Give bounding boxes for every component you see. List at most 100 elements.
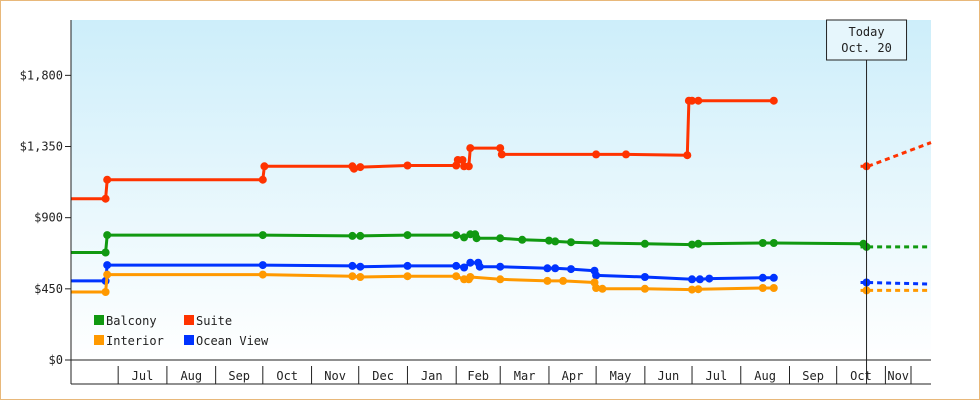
data-point-interior <box>466 273 475 281</box>
data-point-ocean-view <box>496 262 505 271</box>
data-point-ocean-view <box>348 261 357 270</box>
data-point-suite <box>694 96 703 105</box>
data-point-interior <box>688 285 696 294</box>
data-point-balcony <box>567 238 575 247</box>
x-tick-label: Nov <box>887 369 909 383</box>
data-point-ocean-view <box>460 263 469 272</box>
y-tick-label: $450 <box>34 282 63 296</box>
data-point-balcony <box>551 237 560 246</box>
data-point-balcony <box>101 248 110 257</box>
projection-line-suite <box>867 141 932 168</box>
data-point-ocean-view <box>103 261 112 270</box>
data-point-suite <box>622 150 630 159</box>
y-tick-label: $900 <box>34 211 63 225</box>
x-tick-label: Aug <box>754 369 776 383</box>
data-point-balcony <box>403 231 412 240</box>
data-point-interior <box>758 284 767 292</box>
x-tick-label: Jun <box>658 369 680 383</box>
data-point-ocean-view <box>705 274 714 283</box>
x-tick-label: Mar <box>514 369 536 383</box>
data-point-ocean-view <box>551 264 560 273</box>
legend-swatch-ocean-view <box>184 335 194 345</box>
legend-label-interior: Interior <box>106 334 164 348</box>
data-point-balcony <box>460 233 469 242</box>
data-point-ocean-view <box>567 265 575 274</box>
data-point-balcony <box>518 235 527 244</box>
data-point-interior <box>356 273 365 281</box>
data-point-ocean-view <box>452 261 461 270</box>
data-point-ocean-view <box>758 273 767 282</box>
data-point-ocean-view <box>466 258 475 267</box>
data-point-suite <box>769 96 778 105</box>
legend-swatch-interior <box>94 335 104 345</box>
data-point-balcony <box>688 240 696 249</box>
data-point-ocean-view <box>695 275 704 284</box>
y-tick-label: $0 <box>49 353 63 367</box>
data-point-balcony <box>496 234 505 243</box>
x-tick-label: Dec <box>372 369 394 383</box>
today-date-label: Oct. 20 <box>841 41 892 55</box>
data-point-balcony <box>769 239 778 247</box>
today-marker-box <box>826 19 908 61</box>
x-tick-label: Nov <box>324 369 346 383</box>
projection-line-ocean-view <box>868 281 932 286</box>
data-point-ocean-view <box>258 261 267 270</box>
legend-label-balcony: Balcony <box>106 314 157 328</box>
data-point-balcony <box>472 234 481 243</box>
data-point-balcony <box>640 239 649 248</box>
data-point-suite <box>496 144 505 153</box>
data-point-interior <box>598 284 607 293</box>
data-point-suite <box>466 144 475 153</box>
x-tick-label: May <box>610 369 632 383</box>
data-point-suite <box>103 175 112 184</box>
data-point-interior <box>258 270 267 279</box>
data-point-balcony <box>356 231 365 240</box>
data-point-ocean-view <box>688 275 696 284</box>
x-tick-label: Feb <box>467 369 489 383</box>
data-point-suite <box>258 175 267 184</box>
data-point-balcony <box>103 231 112 240</box>
data-point-suite <box>497 150 506 159</box>
legend-label-suite: Suite <box>196 314 232 328</box>
data-point-suite <box>260 162 269 171</box>
data-point-ocean-view <box>769 273 778 282</box>
x-tick-label: Apr <box>562 369 584 383</box>
plot-background <box>71 20 931 360</box>
data-point-suite <box>403 161 412 170</box>
data-point-balcony <box>348 231 357 240</box>
x-tick-label: Sep <box>802 369 824 383</box>
x-tick-label: Sep <box>228 369 250 383</box>
y-tick-label: $1,800 <box>20 68 63 82</box>
x-tick-label: Oct <box>276 369 298 383</box>
data-point-ocean-view <box>640 273 649 281</box>
x-tick-label: Jul <box>706 369 728 383</box>
data-point-ocean-view <box>592 271 601 280</box>
data-point-balcony <box>452 231 461 240</box>
data-point-interior <box>496 275 505 284</box>
data-point-suite <box>356 163 365 172</box>
data-point-suite <box>350 164 358 173</box>
data-point-interior <box>348 272 357 281</box>
today-label: Today <box>848 25 884 39</box>
x-tick-label: Jan <box>421 369 443 383</box>
data-point-balcony <box>758 239 767 247</box>
data-point-balcony <box>258 231 267 240</box>
legend-swatch-balcony <box>94 315 104 325</box>
x-tick-label: Oct <box>850 369 872 383</box>
data-point-suite <box>101 194 110 203</box>
data-point-suite <box>688 96 696 105</box>
data-point-suite <box>592 150 601 159</box>
data-point-interior <box>769 284 778 292</box>
data-point-balcony <box>694 239 703 248</box>
data-point-interior <box>403 272 412 281</box>
data-point-suite <box>458 156 467 164</box>
series-line-interior <box>71 273 774 294</box>
data-point-interior <box>559 276 568 285</box>
x-tick-label: Jul <box>132 369 154 383</box>
data-point-interior <box>640 284 649 293</box>
data-point-interior <box>543 276 552 285</box>
y-tick-label: $1,350 <box>20 140 63 154</box>
legend-swatch-suite <box>184 315 194 325</box>
data-point-balcony <box>592 239 601 247</box>
